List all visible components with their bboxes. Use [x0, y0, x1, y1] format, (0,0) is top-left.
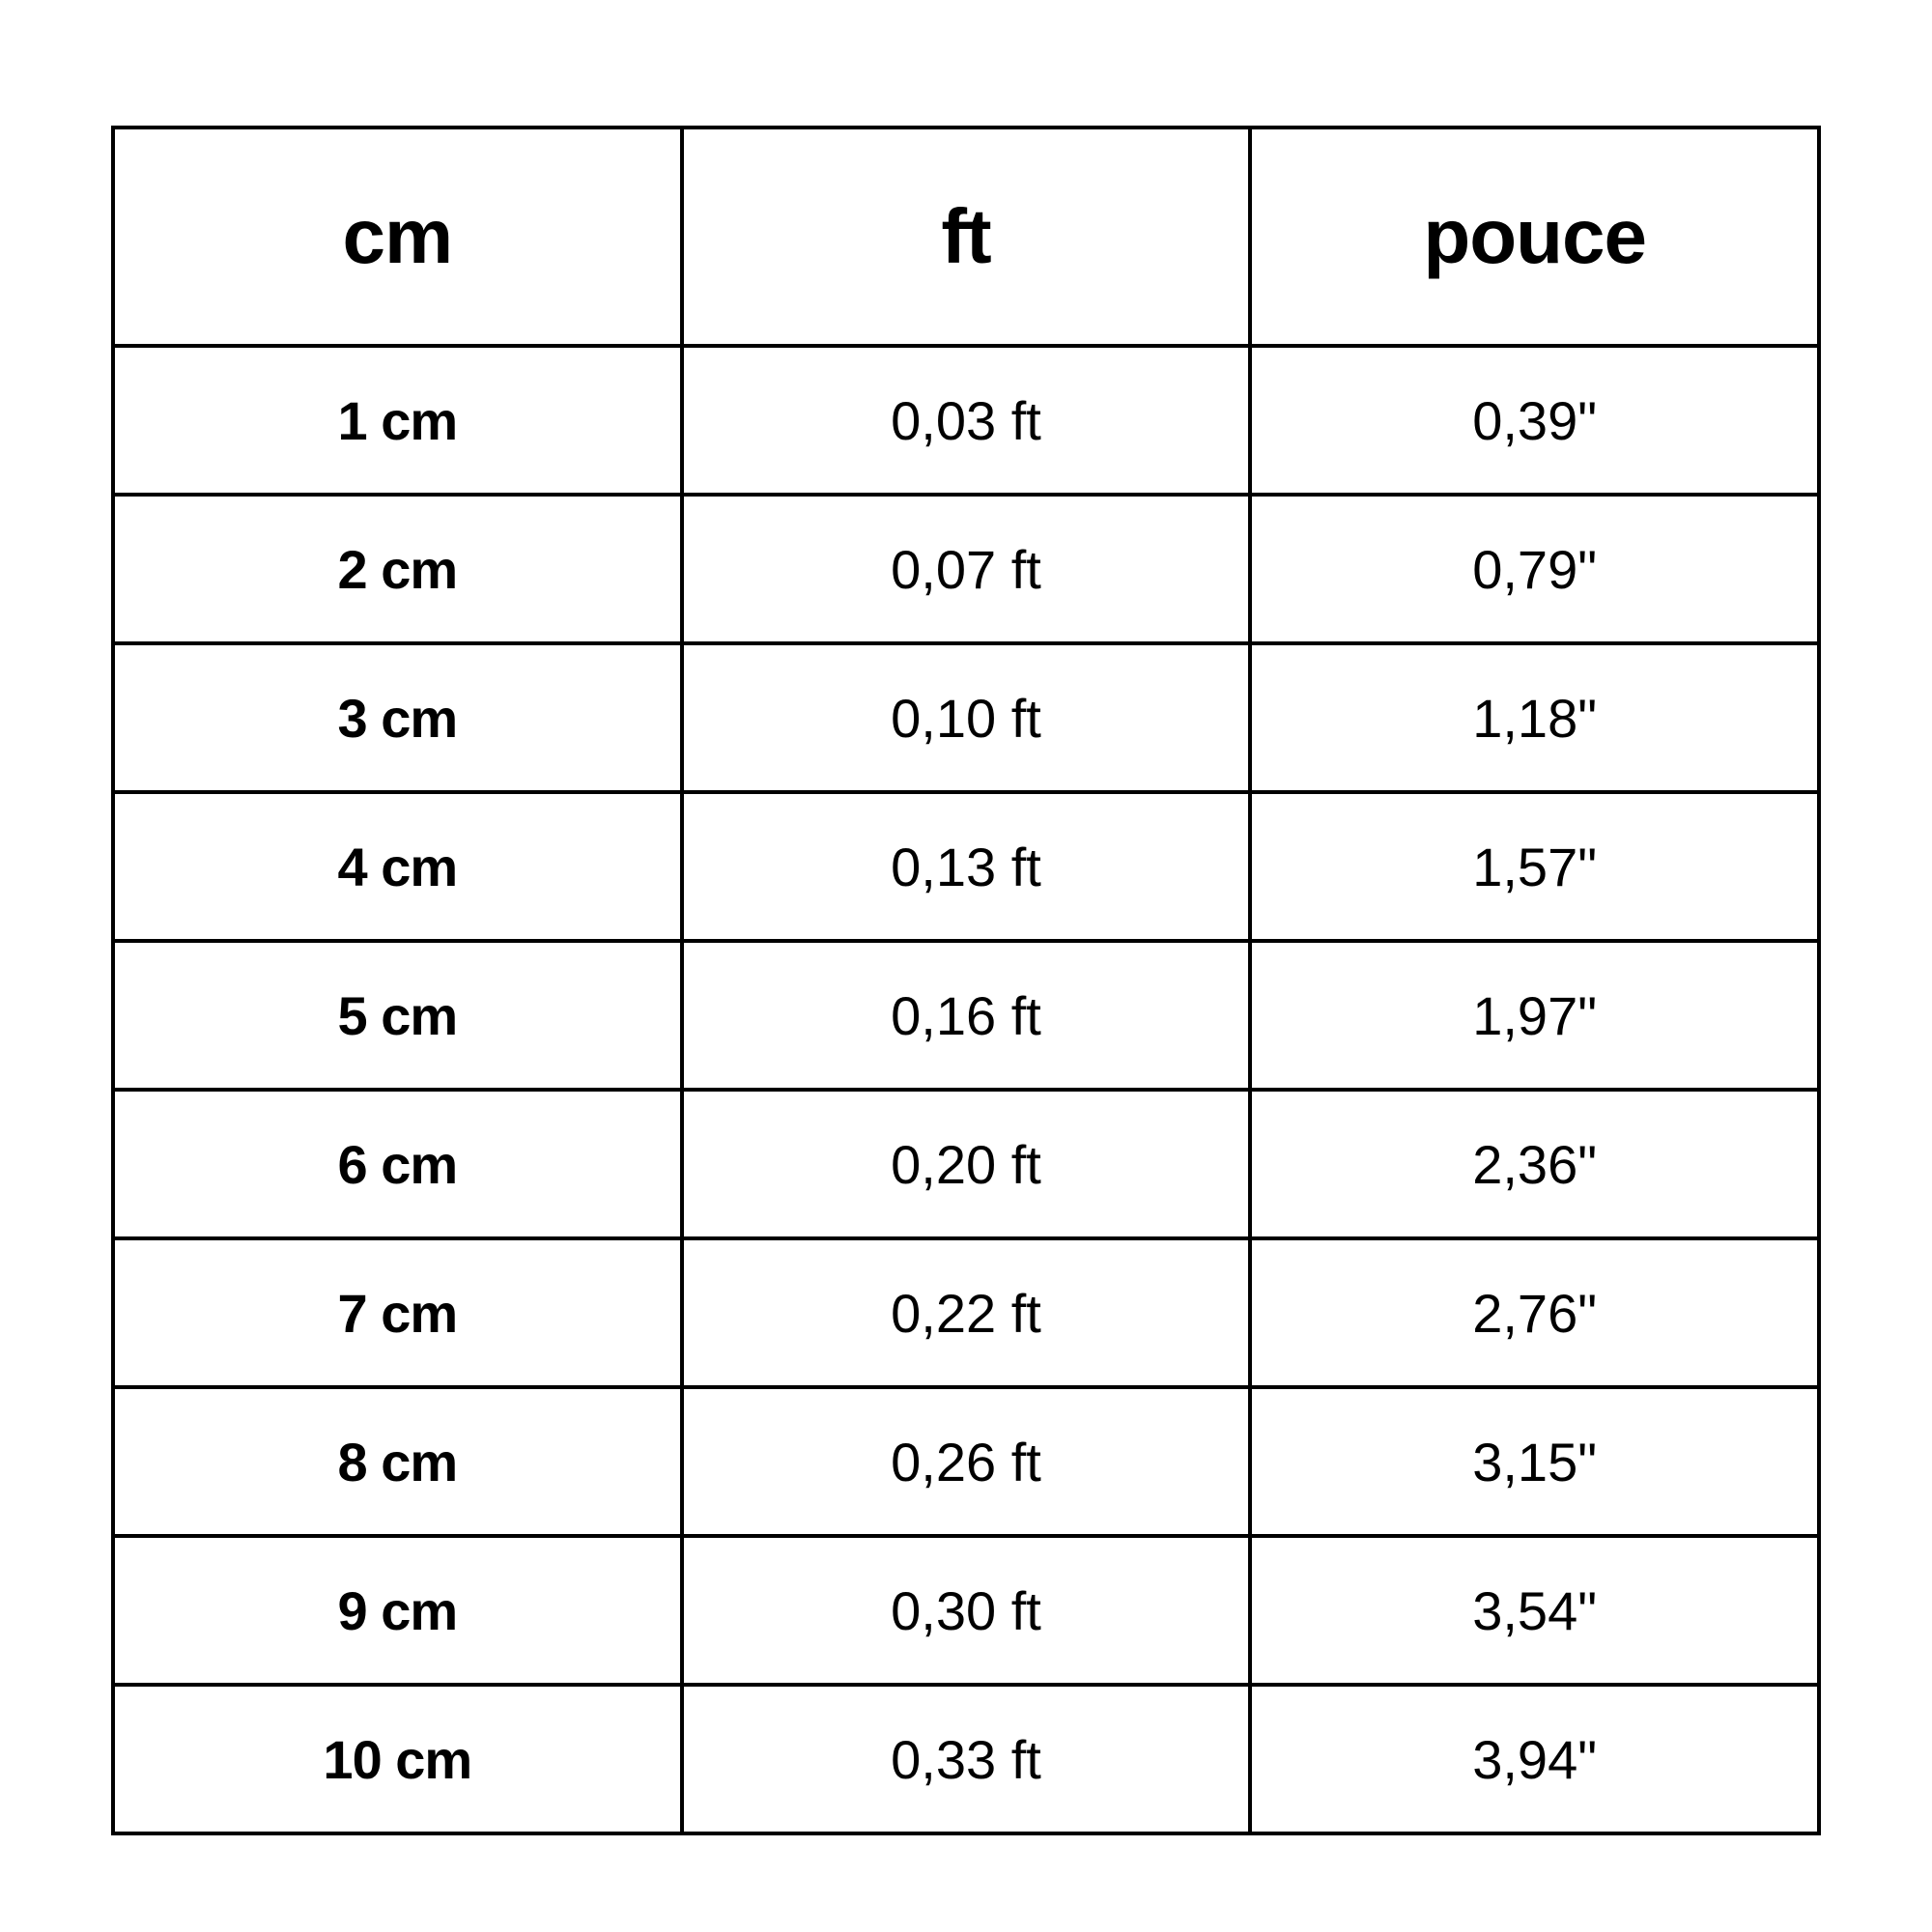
cell-pouce: 3,15" — [1250, 1387, 1819, 1536]
cell-cm: 6 cm — [113, 1090, 682, 1238]
cell-cm: 4 cm — [113, 792, 682, 941]
cell-ft: 0,13 ft — [682, 792, 1251, 941]
col-header-ft: ft — [682, 128, 1251, 346]
table-row: 10 cm 0,33 ft 3,94" — [113, 1685, 1819, 1833]
conversion-table: cm ft pouce 1 cm 0,03 ft 0,39" 2 cm 0,07… — [111, 126, 1821, 1835]
cell-ft: 0,30 ft — [682, 1536, 1251, 1685]
cell-cm: 7 cm — [113, 1238, 682, 1387]
table-row: 4 cm 0,13 ft 1,57" — [113, 792, 1819, 941]
cell-pouce: 3,54" — [1250, 1536, 1819, 1685]
cell-ft: 0,10 ft — [682, 643, 1251, 792]
cell-pouce: 2,76" — [1250, 1238, 1819, 1387]
cell-ft: 0,03 ft — [682, 346, 1251, 495]
col-header-pouce: pouce — [1250, 128, 1819, 346]
col-header-cm: cm — [113, 128, 682, 346]
cell-pouce: 3,94" — [1250, 1685, 1819, 1833]
table-row: 2 cm 0,07 ft 0,79" — [113, 495, 1819, 643]
table-row: 7 cm 0,22 ft 2,76" — [113, 1238, 1819, 1387]
cell-cm: 9 cm — [113, 1536, 682, 1685]
cell-pouce: 1,57" — [1250, 792, 1819, 941]
cell-ft: 0,26 ft — [682, 1387, 1251, 1536]
cell-pouce: 1,97" — [1250, 941, 1819, 1090]
cell-ft: 0,22 ft — [682, 1238, 1251, 1387]
cell-ft: 0,16 ft — [682, 941, 1251, 1090]
cell-cm: 2 cm — [113, 495, 682, 643]
cell-ft: 0,33 ft — [682, 1685, 1251, 1833]
cell-cm: 3 cm — [113, 643, 682, 792]
cell-cm: 10 cm — [113, 1685, 682, 1833]
table-row: 9 cm 0,30 ft 3,54" — [113, 1536, 1819, 1685]
cell-cm: 8 cm — [113, 1387, 682, 1536]
cell-ft: 0,20 ft — [682, 1090, 1251, 1238]
cell-cm: 1 cm — [113, 346, 682, 495]
cell-pouce: 2,36" — [1250, 1090, 1819, 1238]
cell-ft: 0,07 ft — [682, 495, 1251, 643]
cell-cm: 5 cm — [113, 941, 682, 1090]
table-row: 8 cm 0,26 ft 3,15" — [113, 1387, 1819, 1536]
table-header-row: cm ft pouce — [113, 128, 1819, 346]
table-row: 5 cm 0,16 ft 1,97" — [113, 941, 1819, 1090]
cell-pouce: 0,39" — [1250, 346, 1819, 495]
cell-pouce: 1,18" — [1250, 643, 1819, 792]
table-row: 6 cm 0,20 ft 2,36" — [113, 1090, 1819, 1238]
table-row: 1 cm 0,03 ft 0,39" — [113, 346, 1819, 495]
cell-pouce: 0,79" — [1250, 495, 1819, 643]
table-row: 3 cm 0,10 ft 1,18" — [113, 643, 1819, 792]
